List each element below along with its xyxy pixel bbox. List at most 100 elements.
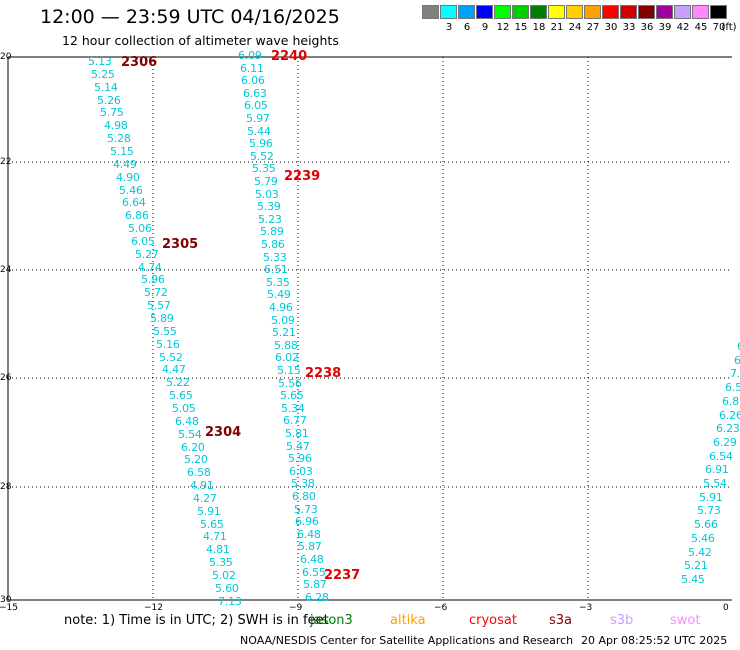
- wave-height-label: 5.55: [153, 325, 177, 338]
- wave-height-label: 6.09: [238, 49, 262, 62]
- lat-label: 24: [0, 265, 12, 275]
- legend-item-s3b: s3b: [610, 613, 634, 628]
- wave-height-label: 5.13: [88, 55, 112, 68]
- scale-label: 27: [586, 22, 600, 33]
- lat-label: 26: [0, 373, 12, 383]
- scale-label: 36: [640, 22, 654, 33]
- wave-height-label: 6.64: [122, 196, 146, 209]
- wave-height-label: 5.60: [215, 582, 239, 595]
- wave-height-label: 5.35: [266, 276, 290, 289]
- scale-label: 3: [445, 22, 453, 33]
- wave-height-label: 5.66: [694, 518, 718, 531]
- scale-swatch: [620, 5, 637, 19]
- wave-height-label: 5.86: [261, 238, 285, 251]
- scale-label: 15: [514, 22, 528, 33]
- legend-item-jason3: jason3: [310, 613, 353, 628]
- wave-height-label: 5.03: [255, 188, 279, 201]
- wave-height-label: 5.09: [271, 314, 295, 327]
- scale-label: 42: [676, 22, 690, 33]
- wave-height-label: 5.02: [212, 569, 236, 582]
- wave-height-label: 7.: [730, 367, 740, 380]
- wave-height-label: 5.73: [697, 504, 721, 517]
- lon-label: −3: [579, 603, 593, 613]
- wave-height-label: 5.46: [691, 532, 715, 545]
- wave-height-label: 5.25: [91, 68, 115, 81]
- wave-height-label: 5.35: [209, 556, 233, 569]
- lat-label: 30: [0, 595, 12, 605]
- wave-height-label: 4.96: [269, 301, 293, 314]
- pass-label: 2239: [284, 169, 321, 184]
- wave-height-label: 5.05: [172, 402, 196, 415]
- wave-height-label: 6.29: [713, 436, 737, 449]
- wave-height-label: 5.96: [288, 452, 312, 465]
- map-title: 12:00 — 23:59 UTC 04/16/2025: [40, 6, 340, 28]
- scale-swatch: [458, 5, 475, 19]
- lon-label: −12: [144, 603, 163, 613]
- wave-height-label: 5.65: [280, 389, 304, 402]
- scale-label: 18: [532, 22, 546, 33]
- wave-height-label: 7.13: [218, 595, 242, 608]
- wave-height-label: 5.42: [688, 546, 712, 559]
- lat-label: 22: [0, 157, 12, 167]
- wave-height-label: 5.96: [141, 273, 165, 286]
- wave-height-label: 5.91: [699, 491, 723, 504]
- wave-height-label: 4.49: [113, 158, 137, 171]
- wave-height-label: 5.27: [135, 248, 159, 261]
- wave-height-label: 6.48: [300, 553, 324, 566]
- wave-height-label: 4.81: [206, 543, 230, 556]
- wave-height-label: 5.20: [184, 453, 208, 466]
- wave-height-label: 5.47: [286, 440, 310, 453]
- wave-height-label: 4.98: [104, 119, 128, 132]
- wave-height-label: 6.58: [187, 466, 211, 479]
- pass-label: 2237: [324, 568, 361, 583]
- wave-height-label: 5.75: [100, 106, 124, 119]
- wave-height-label: 4.47: [162, 363, 186, 376]
- legend-item-altika: altika: [390, 613, 426, 628]
- wave-height-label: 5.34: [281, 402, 305, 415]
- wave-height-label: 5.28: [107, 132, 131, 145]
- wave-height-label: 5.73: [294, 503, 318, 516]
- scale-swatch: [530, 5, 547, 19]
- wave-height-label: 6.63: [243, 87, 267, 100]
- wave-height-label: 5.33: [263, 251, 287, 264]
- wave-height-label: 5.49: [267, 288, 291, 301]
- wave-height-label: 5.52: [159, 351, 183, 364]
- lat-label: 20: [0, 52, 12, 62]
- scale-label: 9: [481, 22, 489, 33]
- wave-height-label: 6.5: [725, 381, 740, 394]
- legend-item-cryosat: cryosat: [469, 613, 517, 628]
- wave-height-label: 5.87: [303, 578, 327, 591]
- wave-height-label: 5.91: [197, 505, 221, 518]
- scale-label: 12: [496, 22, 510, 33]
- wave-height-label: 5.54: [703, 477, 727, 490]
- pass-label: 2304: [205, 425, 242, 440]
- lon-label: −15: [0, 603, 18, 613]
- footer-note: note: 1) Time is in UTC; 2) SWH is in fe…: [64, 613, 329, 628]
- scale-swatch: [440, 5, 457, 19]
- wave-height-label: 6: [737, 340, 740, 353]
- lon-label: 0: [723, 603, 729, 613]
- lon-label: −6: [434, 603, 448, 613]
- scale-swatch: [656, 5, 673, 19]
- wave-height-label: 5.52: [250, 150, 274, 163]
- wave-height-label: 4.91: [190, 479, 214, 492]
- wave-height-label: 5.81: [285, 427, 309, 440]
- scale-swatch: [476, 5, 493, 19]
- wave-height-label: 6.8: [722, 395, 739, 408]
- scale-swatch: [422, 5, 439, 19]
- wave-height-label: 5.88: [274, 339, 298, 352]
- credit-text: NOAA/NESDIS Center for Satellite Applica…: [240, 634, 574, 647]
- generated-timestamp: 20 Apr 08:25:52 UTC 2025: [581, 634, 728, 647]
- pass-label: 2306: [121, 55, 158, 70]
- wave-height-label: 5.57: [147, 299, 171, 312]
- wave-height-label: 6.11: [240, 62, 264, 75]
- pass-label: 2240: [271, 49, 308, 64]
- wave-height-label: 6.55: [302, 566, 326, 579]
- map-frame: [7, 56, 732, 601]
- gridlines: [8, 57, 732, 600]
- wave-height-label: 5.21: [684, 559, 708, 572]
- wave-height-label: 5.14: [94, 81, 118, 94]
- lon-label: −9: [289, 603, 303, 613]
- wave-height-label: 5.16: [156, 338, 180, 351]
